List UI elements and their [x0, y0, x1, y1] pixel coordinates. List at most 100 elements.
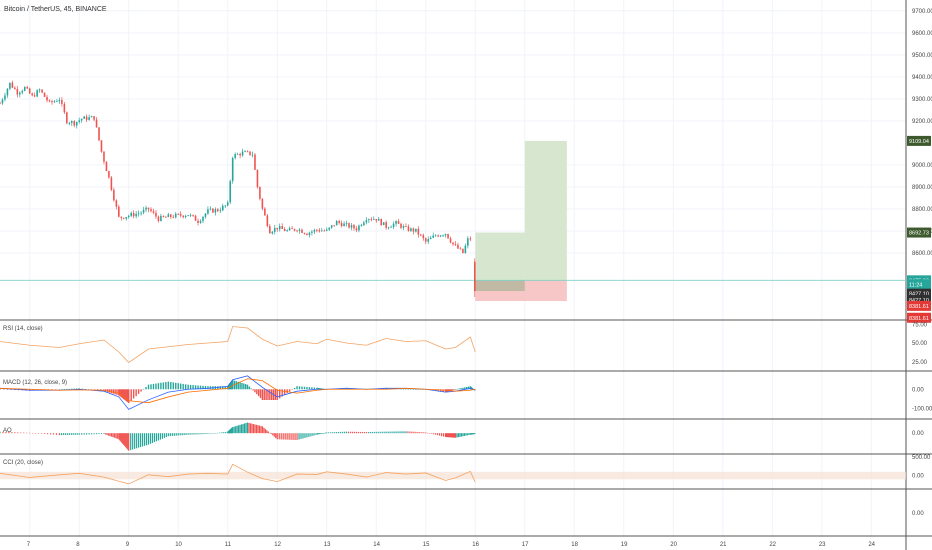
macd-hist-bar [123, 389, 125, 400]
candle-body [355, 228, 358, 231]
candle-body [385, 222, 387, 228]
candle-body [368, 219, 370, 221]
candle-body [246, 151, 249, 153]
candle-body [306, 233, 308, 236]
candle-body [61, 99, 63, 104]
ao-bar [462, 433, 464, 437]
ao-bar [302, 433, 304, 439]
ao-bar [261, 426, 263, 434]
profit-zone[interactable] [524, 140, 567, 281]
ao-bar [314, 433, 316, 436]
ao-bar [442, 433, 445, 437]
candle-body [192, 214, 194, 216]
ao-bar [165, 433, 167, 438]
stop-price-tag-2-bg [907, 312, 931, 323]
macd-hist-bar [165, 382, 167, 390]
ao-bar [232, 427, 234, 434]
candle-body [343, 223, 345, 227]
ao-bar [393, 431, 395, 434]
ao-bar [312, 433, 314, 436]
ao-bar [466, 433, 468, 436]
grid [0, 0, 906, 537]
ao-bar [120, 433, 122, 442]
macd-hist-bar [259, 389, 262, 399]
ao-bar [197, 433, 199, 435]
ao-bar [409, 431, 411, 434]
ao-bar [463, 433, 465, 436]
ao-bar [110, 433, 112, 437]
profit-zone-first[interactable] [475, 232, 525, 281]
macd-histogram [0, 380, 476, 404]
time-tick-label: 9 [126, 542, 130, 548]
ao-bar [70, 433, 72, 435]
macd-hist-bar [301, 386, 303, 390]
candle-body [88, 117, 90, 120]
ao-bar [419, 432, 421, 434]
time-tick-label: 16 [472, 542, 479, 548]
ao-bar [136, 433, 138, 449]
candle-body [313, 229, 316, 232]
ao-histogram [0, 422, 476, 451]
candle-body [439, 235, 442, 237]
candle-body [340, 222, 343, 227]
candle-body [98, 127, 100, 141]
macd-hist-bar [78, 388, 80, 390]
ao-bar [361, 431, 363, 434]
ao-bar [324, 432, 326, 434]
candle-body [6, 88, 9, 96]
macd-hist-bar [207, 386, 209, 390]
candle-body [167, 214, 170, 218]
price-tick-label: 9200.00 [912, 119, 932, 125]
ao-bar [171, 433, 173, 436]
candle-body [375, 219, 378, 221]
candle-body [127, 215, 130, 218]
candle-body [115, 200, 118, 207]
last-price-tag-bg [907, 288, 931, 299]
ao-bar [340, 431, 342, 434]
ao-bar [11, 432, 13, 434]
ao-bar [292, 433, 294, 440]
ao-bar [296, 433, 298, 441]
ao-bar [153, 433, 156, 443]
ao-bar [330, 432, 332, 434]
candle-body [429, 237, 432, 240]
candle-body [333, 225, 335, 227]
candle-body [296, 230, 298, 232]
candle-body [390, 226, 392, 228]
macd-hist-bar [257, 389, 260, 397]
ao-bar [425, 432, 427, 434]
ao-bar [233, 426, 235, 434]
candle-body [283, 228, 286, 232]
macd-hist-bar [126, 389, 129, 403]
candle-body [244, 151, 246, 153]
candle-body [417, 228, 420, 235]
candle-body [469, 238, 472, 240]
ao-bar [275, 433, 277, 438]
ao-bar [266, 430, 268, 434]
macd-hist-bar [316, 387, 318, 390]
candle-body [95, 119, 98, 128]
candle-body [0, 103, 1, 105]
macd-hist-bar [145, 386, 147, 390]
candle-body [46, 96, 48, 101]
ao-bar [363, 432, 365, 434]
candle-body [187, 215, 189, 217]
candle-body [105, 161, 108, 172]
rsi-tick-label: 25.00 [912, 360, 928, 366]
candle-body [150, 209, 152, 212]
ao-bar [328, 432, 330, 434]
ao-bar [163, 433, 165, 438]
ao-bar [286, 433, 288, 440]
ao-bar [445, 433, 448, 438]
ao-bar [353, 431, 356, 434]
ao-bar [235, 426, 237, 434]
ao-bar [308, 433, 310, 437]
macd-hist-bar [298, 386, 301, 390]
ao-bar [14, 432, 16, 434]
cci-label: CCI (20, close) [3, 460, 44, 466]
candle-body [165, 216, 167, 218]
macd-hist-bar [265, 389, 267, 400]
candle-body [100, 140, 103, 152]
ao-bar [427, 432, 429, 434]
